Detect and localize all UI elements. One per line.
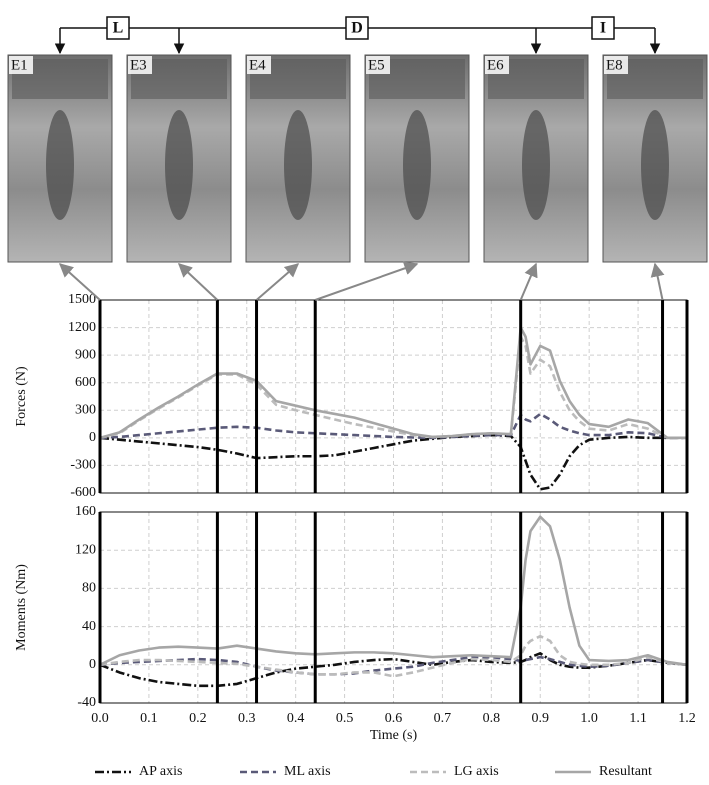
y-tick-label: 120 xyxy=(75,542,96,557)
photo-label: E8 xyxy=(606,57,623,73)
event-arrow xyxy=(177,263,219,301)
x-tick-label: 0.5 xyxy=(336,711,354,726)
y-tick-label: -600 xyxy=(70,485,96,500)
photo-label-box xyxy=(247,56,271,74)
x-tick-label: 0.3 xyxy=(238,711,256,726)
photo-label: E1 xyxy=(11,57,28,73)
phase-box xyxy=(591,16,615,40)
y-tick-label: 40 xyxy=(82,619,96,634)
x-tick-label: 0.9 xyxy=(532,711,550,726)
event-arrow xyxy=(58,263,101,301)
series-line xyxy=(99,326,687,440)
y-tick-label: 160 xyxy=(75,504,96,519)
photo-label-box xyxy=(366,56,390,74)
photo-figure xyxy=(284,110,312,220)
phase-label: I xyxy=(600,20,606,37)
y-tick-label: 600 xyxy=(75,375,96,390)
x-tick-label: 0.4 xyxy=(287,711,305,726)
event-arrow xyxy=(519,262,538,301)
x-tick-label: 1.1 xyxy=(629,711,647,726)
x-tick-label: 1.0 xyxy=(580,711,598,726)
photo-figure xyxy=(641,110,669,220)
legend-label: Resultant xyxy=(599,764,652,779)
photo-label: E4 xyxy=(249,57,266,73)
photo-label: E3 xyxy=(130,57,147,73)
y-tick-label: 1200 xyxy=(68,320,96,335)
series-line xyxy=(99,515,688,667)
phase-label: D xyxy=(351,20,363,37)
legend-label: LG axis xyxy=(454,764,499,779)
event-arrow xyxy=(314,261,419,301)
x-tick-label: 0.7 xyxy=(434,711,452,726)
series-line xyxy=(99,335,687,440)
legend-label: ML axis xyxy=(284,764,331,779)
event-arrow xyxy=(255,263,300,301)
y-tick-label: -300 xyxy=(70,458,96,473)
x-tick-label: 0.6 xyxy=(385,711,403,726)
y-tick-label: -40 xyxy=(77,695,96,710)
x-tick-label: 0.0 xyxy=(91,711,109,726)
series-line xyxy=(99,655,688,676)
x-tick-label: 0.2 xyxy=(189,711,207,726)
y-axis-title: Forces (N) xyxy=(14,366,29,427)
photo-label-box xyxy=(128,56,152,74)
photo-label: E5 xyxy=(368,57,385,73)
photo-figure xyxy=(522,110,550,220)
x-tick-label: 0.8 xyxy=(483,711,501,726)
series-line xyxy=(99,652,688,688)
legend-label: AP axis xyxy=(139,764,182,779)
y-tick-label: 300 xyxy=(75,403,96,418)
series-line xyxy=(99,634,688,678)
x-axis-title: Time (s) xyxy=(370,728,418,743)
y-tick-label: 1500 xyxy=(68,292,96,307)
phase-box xyxy=(345,16,369,40)
y-axis-title: Moments (Nm) xyxy=(14,564,29,651)
photo-figure xyxy=(165,110,193,220)
event-arrow xyxy=(650,262,665,301)
y-tick-label: 0 xyxy=(89,430,96,445)
photo-label-box xyxy=(9,56,33,74)
y-tick-label: 900 xyxy=(75,347,96,362)
x-tick-label: 1.2 xyxy=(678,711,696,726)
phase-label: L xyxy=(113,20,124,37)
x-tick-label: 0.1 xyxy=(140,711,158,726)
phase-box xyxy=(106,16,130,40)
photo-label: E6 xyxy=(487,57,504,73)
y-tick-label: 80 xyxy=(82,581,96,596)
photo-figure xyxy=(46,110,74,220)
photo-label-box xyxy=(604,56,628,74)
photo-figure xyxy=(403,110,431,220)
photo-label-box xyxy=(485,56,509,74)
y-tick-label: 0 xyxy=(89,657,96,672)
